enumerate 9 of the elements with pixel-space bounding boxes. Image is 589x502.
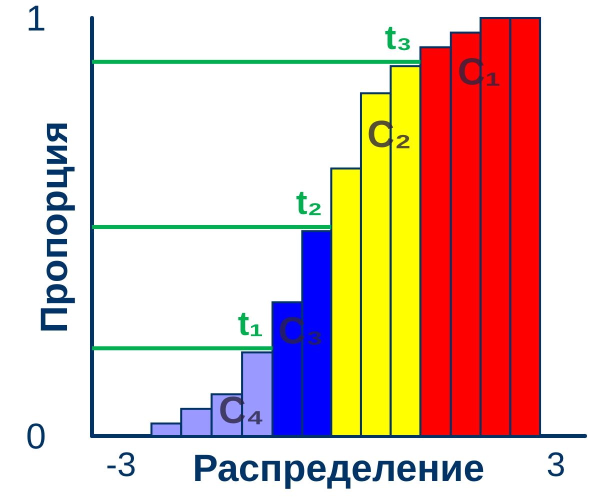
y-axis-title: Пропорция xyxy=(34,120,76,334)
x-axis-title: Распределение xyxy=(192,448,484,490)
series-label: t₃ xyxy=(384,18,412,57)
series-label: t₂ xyxy=(296,184,322,222)
y-tick-label: 1 xyxy=(26,0,46,38)
x-tick-label: 3 xyxy=(546,446,566,484)
y-tick-label: 0 xyxy=(26,416,46,456)
x-tick-label: -3 xyxy=(106,446,136,484)
series-label: t₁ xyxy=(238,305,264,344)
